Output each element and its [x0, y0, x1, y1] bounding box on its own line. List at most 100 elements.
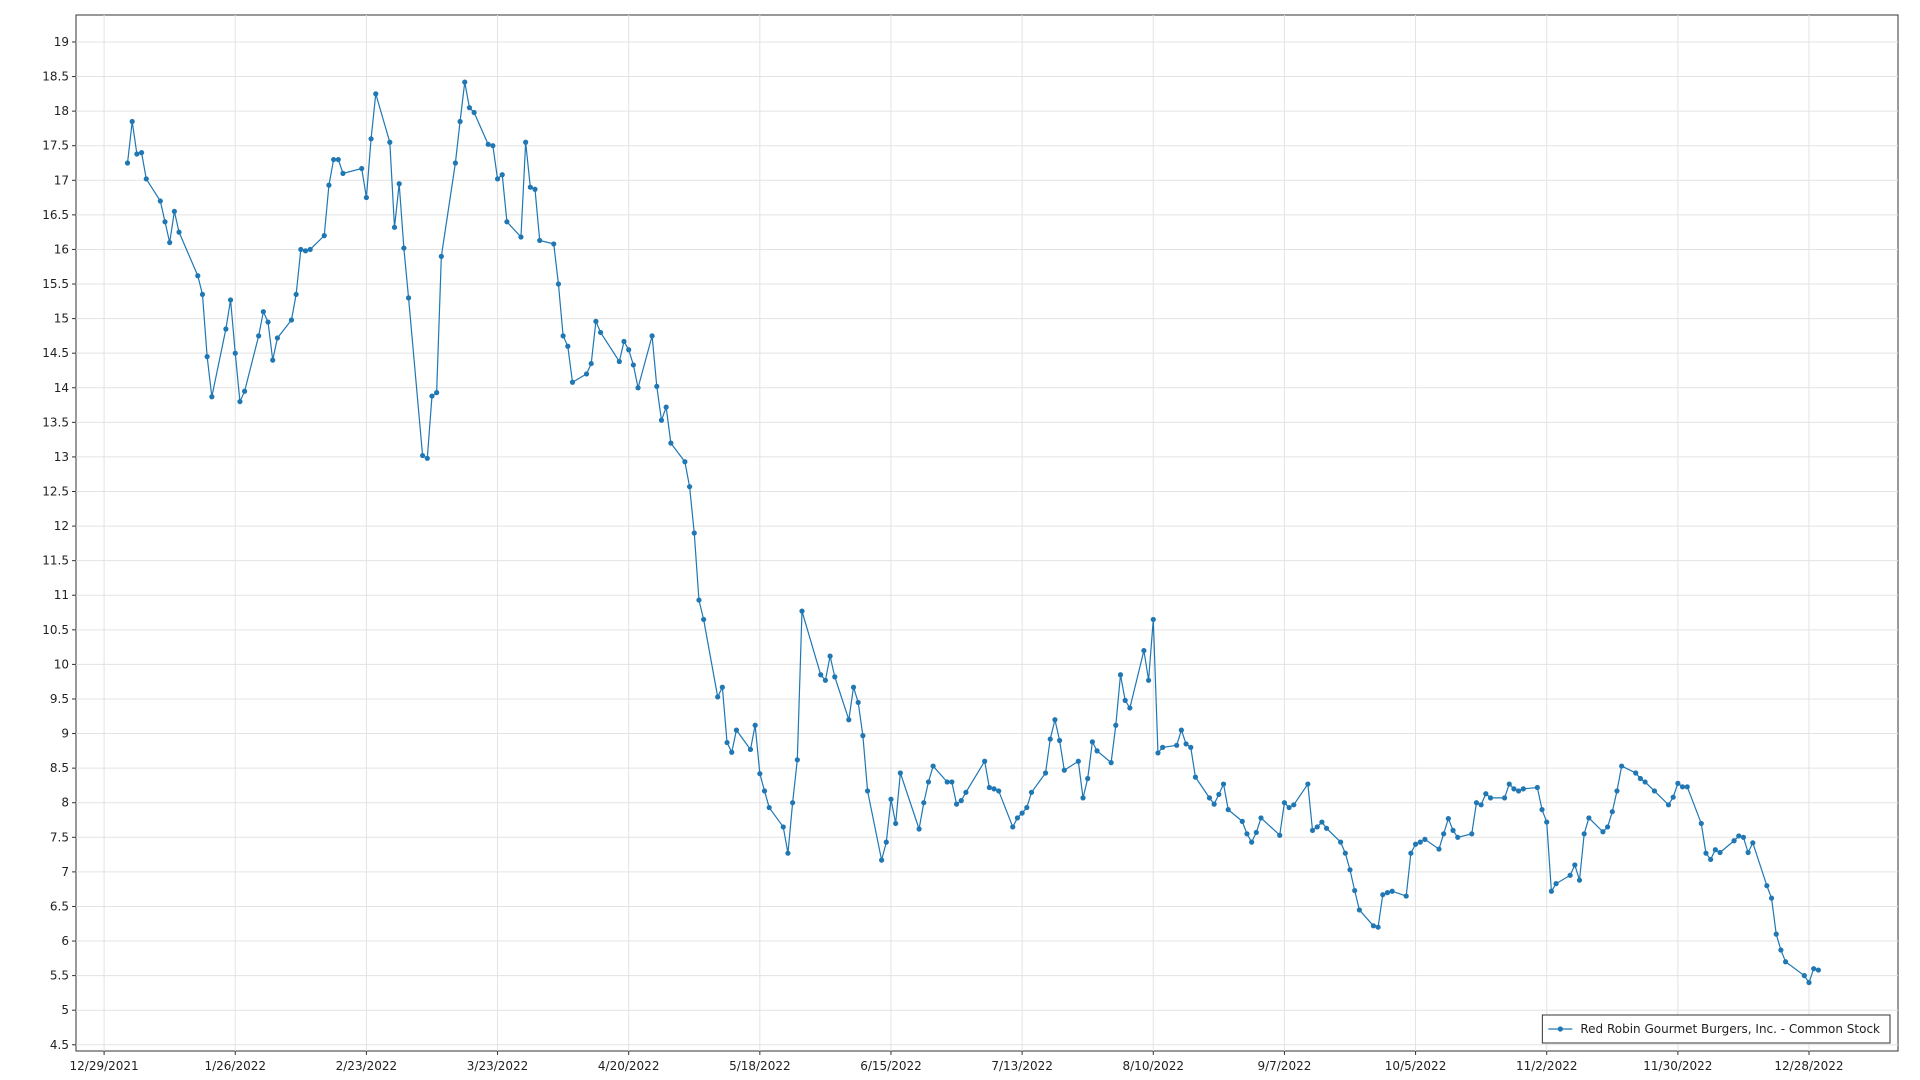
- data-point: [996, 788, 1002, 794]
- data-point: [1708, 856, 1714, 863]
- y-tick-label: 16: [54, 242, 69, 256]
- data-point: [794, 757, 800, 763]
- data-point: [331, 156, 337, 163]
- data-point: [438, 253, 444, 259]
- x-tick-label: 11/2/2022: [1516, 1059, 1578, 1073]
- y-tick-label: 14.5: [42, 346, 69, 360]
- y-tick-label: 13.5: [42, 415, 69, 429]
- data-point: [1286, 804, 1292, 811]
- data-point: [785, 850, 791, 856]
- x-tick-label: 12/28/2022: [1774, 1059, 1843, 1073]
- data-point: [696, 597, 702, 603]
- data-point: [171, 208, 177, 215]
- data-point: [1548, 888, 1554, 894]
- data-point: [1534, 784, 1540, 791]
- data-point: [982, 758, 988, 764]
- data-point: [893, 820, 899, 827]
- y-tick-label: 18: [54, 104, 69, 118]
- x-tick-label: 11/30/2022: [1643, 1059, 1712, 1073]
- data-point: [630, 362, 636, 368]
- data-point: [302, 248, 309, 254]
- data-point: [157, 198, 163, 204]
- data-point: [649, 333, 655, 339]
- data-point: [523, 139, 529, 145]
- x-tick-label: 6/15/2022: [860, 1059, 922, 1073]
- y-tick-label: 4.5: [50, 1038, 69, 1052]
- data-point: [588, 360, 594, 367]
- data-point: [1127, 705, 1133, 711]
- data-point: [569, 379, 576, 385]
- data-point: [1117, 672, 1124, 678]
- data-point: [1441, 831, 1447, 837]
- data-point: [1206, 795, 1213, 801]
- y-tick-label: 7: [61, 865, 69, 879]
- data-point: [420, 452, 426, 459]
- data-point: [494, 176, 501, 182]
- y-tick-label: 15.5: [42, 277, 69, 291]
- data-point: [1745, 849, 1751, 856]
- data-point: [963, 789, 969, 795]
- data-point: [850, 684, 857, 690]
- data-point: [373, 91, 379, 97]
- data-point: [1024, 804, 1030, 811]
- y-tick-label: 8: [61, 796, 69, 810]
- data-point: [719, 684, 725, 690]
- data-point: [1539, 807, 1545, 813]
- data-point: [1712, 847, 1718, 853]
- data-point: [1178, 727, 1184, 733]
- data-point: [1080, 795, 1086, 801]
- y-tick-label: 9.5: [50, 692, 69, 706]
- data-point: [363, 194, 369, 201]
- data-point: [1089, 739, 1095, 745]
- data-point: [485, 141, 491, 147]
- data-point: [780, 824, 786, 830]
- data-point: [1572, 862, 1578, 868]
- data-point: [167, 239, 173, 246]
- y-tick-label: 11.5: [42, 554, 69, 568]
- data-point: [729, 749, 735, 755]
- data-point: [256, 333, 262, 339]
- data-point: [537, 237, 543, 244]
- x-tick-label: 1/26/2022: [204, 1059, 266, 1073]
- data-point: [307, 246, 313, 253]
- data-point: [1244, 831, 1250, 837]
- data-point: [897, 770, 903, 776]
- data-point: [462, 79, 468, 85]
- data-point: [822, 677, 829, 683]
- x-tick-label: 12/29/2021: [70, 1059, 139, 1073]
- data-point: [237, 398, 243, 405]
- y-tick-label: 11: [54, 588, 69, 602]
- data-point: [1703, 850, 1709, 856]
- data-point: [1764, 883, 1770, 889]
- y-tick-label: 18.5: [42, 70, 69, 84]
- data-point: [733, 727, 740, 733]
- data-point: [1277, 832, 1283, 838]
- data-point: [1384, 890, 1391, 896]
- data-point: [958, 798, 964, 804]
- data-point: [1160, 744, 1166, 750]
- data-point: [860, 733, 866, 739]
- data-point: [1450, 827, 1456, 833]
- data-point: [663, 404, 669, 410]
- data-point: [1056, 737, 1063, 744]
- data-point: [555, 281, 562, 287]
- data-point: [1605, 824, 1611, 830]
- data-point: [499, 172, 505, 178]
- data-point: [1815, 967, 1821, 973]
- data-point: [340, 170, 346, 176]
- data-point: [593, 318, 599, 324]
- data-point: [1778, 947, 1784, 953]
- data-point: [288, 317, 295, 323]
- y-tick-label: 17.5: [42, 139, 69, 153]
- x-tick-label: 2/23/2022: [336, 1059, 398, 1073]
- data-point: [953, 801, 960, 807]
- data-point: [925, 779, 932, 785]
- data-point: [1028, 789, 1035, 795]
- data-point: [864, 788, 871, 794]
- data-point: [368, 136, 374, 142]
- x-tick-label: 8/10/2022: [1123, 1059, 1185, 1073]
- data-point: [401, 245, 407, 251]
- data-point: [1281, 800, 1288, 806]
- data-point: [387, 139, 393, 145]
- data-point: [1352, 887, 1358, 894]
